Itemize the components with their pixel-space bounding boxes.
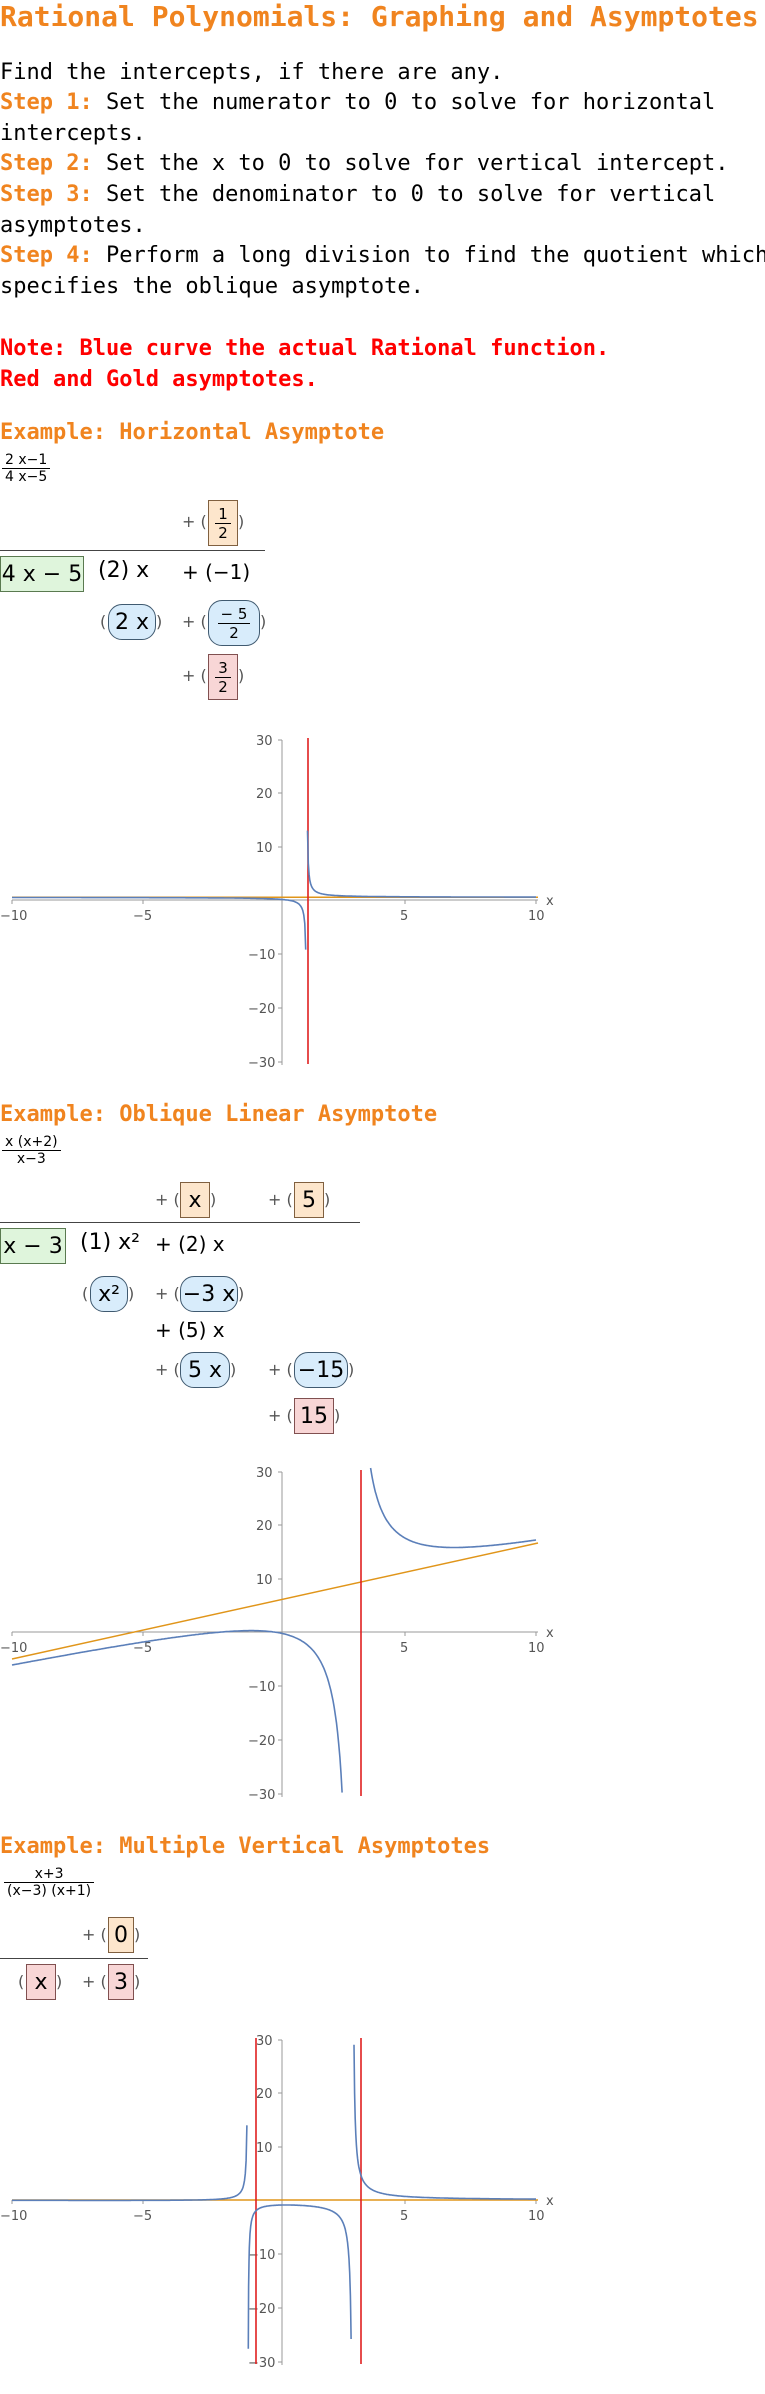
tick-label: 10 — [528, 2209, 545, 2224]
graph-multiple-vertical-asymptotes: −10 −5 5 10 x 30 20 10 −10 −20 −30 — [0, 2034, 554, 2370]
tick-label: −20 — [248, 2302, 275, 2317]
function-curve — [11, 1629, 343, 1793]
tick-label: −5 — [133, 1641, 152, 1656]
tick-label: 10 — [528, 909, 545, 924]
dividend-term: + (2) x — [155, 1232, 225, 1256]
step-text: Set the denominator to 0 to solve for ve… — [0, 182, 716, 238]
tick-label: 30 — [256, 2034, 273, 2049]
subtract-term: −15 — [294, 1352, 348, 1388]
denominator: (x−3) (x+1) — [7, 1883, 92, 1899]
tick-label: 10 — [528, 1641, 545, 1656]
function-curve — [369, 1467, 537, 1549]
graph-horizontal-asymptote: −10 −5 5 10 x 30 20 10 −10 −20 −30 — [0, 734, 554, 1070]
dividend-term: (2) x — [98, 558, 150, 583]
page-title: Rational Polynomials: Graphing and Asymp… — [0, 0, 759, 33]
example-heading: Example: Multiple Vertical Asymptotes — [0, 1834, 491, 1859]
step-text: Perform a long division to find the quot… — [0, 243, 765, 299]
step-label: Step 2: — [0, 151, 93, 176]
function-curve — [12, 2125, 248, 2202]
oblique-asymptote — [11, 1542, 539, 1660]
subtract-term: 2 x — [108, 604, 156, 640]
tick-label: 30 — [256, 734, 273, 749]
axis-label: x — [546, 894, 554, 909]
step-label: Step 3: — [0, 182, 93, 207]
tick-label: −20 — [248, 1734, 275, 1749]
step-2: Step 2: Set the x to 0 to solve for vert… — [0, 149, 728, 180]
axis-label: x — [546, 1626, 554, 1641]
remainder: 3 — [108, 1964, 134, 2000]
function-curve — [247, 2204, 352, 2349]
function-curve — [353, 2044, 536, 2200]
subtract-term: −3 x — [180, 1276, 238, 1312]
tick-label: 5 — [400, 1641, 408, 1656]
rational-fraction: 2 x−1 4 x−5 — [2, 452, 51, 485]
note-text: Note: Blue curve the actual Rational fun… — [0, 336, 610, 392]
tick-label: 20 — [256, 1519, 273, 1534]
step-text: Set the numerator to 0 to solve for hori… — [0, 90, 716, 146]
tick-label: −30 — [248, 2356, 275, 2370]
step-text: Set the x to 0 to solve for vertical int… — [92, 151, 729, 176]
numerator: x (x+2) — [5, 1134, 58, 1150]
denominator: 4 x−5 — [5, 469, 48, 485]
step-4: Step 4: Perform a long division to find … — [0, 241, 765, 302]
numerator: 2 x−1 — [5, 452, 48, 468]
quotient-term: 0 — [108, 1917, 134, 1953]
dividend-term: + (−1) — [182, 560, 251, 584]
tick-label: −10 — [0, 909, 27, 924]
tick-label: −20 — [248, 1002, 275, 1017]
tick-label: −5 — [133, 2209, 152, 2224]
graph-oblique-asymptote: −10 −5 5 10 x 30 20 10 −10 −20 −30 — [0, 1466, 554, 1802]
function-curve — [306, 830, 536, 898]
divisor: x — [26, 1964, 56, 2000]
tick-label: −10 — [0, 1641, 27, 1656]
function-curve — [12, 896, 307, 950]
tick-label: 5 — [400, 2209, 408, 2224]
tick-label: 20 — [256, 787, 273, 802]
tick-label: −10 — [248, 948, 275, 963]
remainder: 15 — [294, 1398, 334, 1434]
tick-label: 10 — [256, 2141, 273, 2156]
rational-fraction: x+3 (x−3) (x+1) — [4, 1866, 95, 1899]
example-heading: Example: Horizontal Asymptote — [0, 420, 385, 445]
tick-label: 10 — [256, 841, 273, 856]
step-1: Step 1: Set the numerator to 0 to solve … — [0, 88, 715, 149]
tick-label: 10 — [256, 1573, 273, 1588]
partial-dividend: + (5) x — [155, 1318, 225, 1342]
tick-label: 30 — [256, 1466, 273, 1481]
step-label: Step 1: — [0, 90, 93, 115]
tick-label: 5 — [400, 909, 408, 924]
numerator: x+3 — [34, 1866, 64, 1882]
tick-label: −30 — [248, 1056, 275, 1070]
quotient-term: 5 — [294, 1182, 324, 1218]
axis-label: x — [546, 2194, 554, 2209]
dividend-term: (1) x² — [80, 1230, 140, 1255]
divisor: x − 3 — [0, 1228, 66, 1264]
tick-label: −10 — [0, 2209, 27, 2224]
subtract-term: x² — [90, 1276, 128, 1312]
tick-label: −5 — [133, 909, 152, 924]
denominator: x−3 — [16, 1151, 46, 1167]
divisor: 4 x − 5 — [0, 556, 84, 592]
subtract-term: 5 x — [180, 1352, 230, 1388]
tick-label: −10 — [248, 2248, 275, 2263]
tick-label: −30 — [248, 1788, 275, 1802]
step-label: Step 4: — [0, 243, 93, 268]
intro-text: Find the intercepts, if there are any. — [0, 60, 504, 85]
rational-fraction: x (x+2) x−3 — [2, 1134, 61, 1167]
tick-label: 20 — [256, 2087, 273, 2102]
step-3: Step 3: Set the denominator to 0 to solv… — [0, 180, 715, 241]
quotient-term: x — [180, 1182, 210, 1218]
tick-label: −10 — [248, 1680, 275, 1695]
example-heading: Example: Oblique Linear Asymptote — [0, 1102, 438, 1127]
